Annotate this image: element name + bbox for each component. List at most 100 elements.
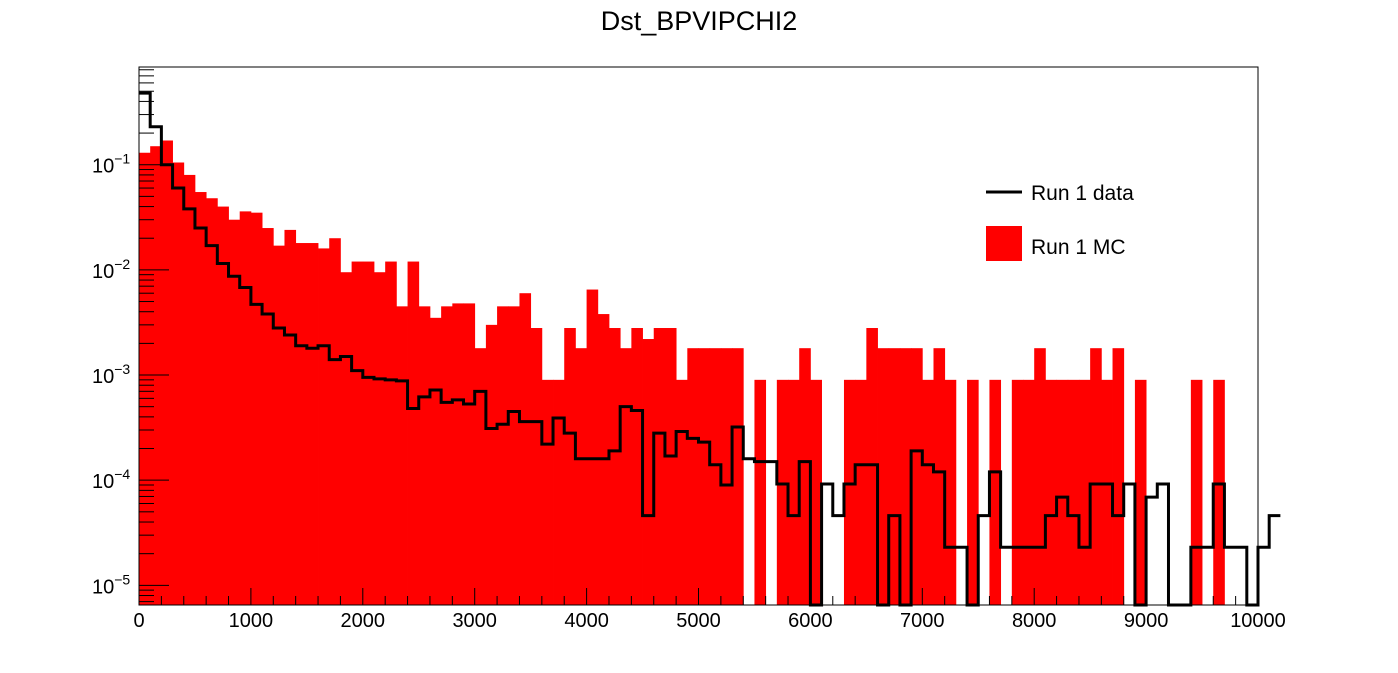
mc-bar [843, 379, 856, 605]
mc-bar [698, 348, 711, 605]
mc-series-bars [139, 140, 1225, 606]
mc-bar [732, 348, 744, 605]
mc-bar [250, 212, 263, 605]
mc-bar [676, 379, 688, 605]
mc-bar [474, 348, 487, 605]
x-tick-label: 9000 [1124, 610, 1169, 632]
mc-bar [463, 303, 476, 605]
mc-bar [1190, 379, 1203, 605]
y-axis-ticks: 10−5 10−4 10−3 10−2 10−1 [92, 69, 169, 603]
mc-bar [631, 328, 643, 605]
mc-bar [664, 328, 677, 605]
mc-bar [933, 348, 946, 605]
mc-bar [1011, 379, 1024, 605]
mc-bar [485, 324, 498, 605]
mc-bar [541, 379, 554, 605]
mc-bar [407, 261, 420, 605]
y-tick-label: 10−4 [92, 466, 130, 493]
mc-bar [497, 306, 509, 605]
data-step-line [139, 91, 1281, 607]
mc-bar [217, 206, 229, 605]
mc-bar [911, 348, 923, 605]
mc-bar [194, 192, 207, 606]
mc-bar [239, 211, 252, 605]
mc-bar [429, 317, 442, 605]
x-tick-label: 3000 [452, 610, 497, 632]
mc-bar [709, 348, 722, 605]
mc-bar [284, 229, 297, 605]
mc-bar [754, 379, 767, 605]
mc-bar [273, 245, 285, 605]
mc-bar [385, 261, 397, 605]
mc-bar [318, 248, 330, 606]
x-tick-label: 10000 [1230, 610, 1286, 632]
x-tick-label: 2000 [341, 610, 386, 632]
mc-bar [1078, 379, 1091, 605]
y-tick-label: 10−3 [92, 361, 130, 388]
mc-bar [351, 261, 364, 605]
x-axis-ticks: 0 1000 2000 3000 4000 5000 6000 7000 8000 9000 100… [133, 588, 1286, 632]
mc-bar [183, 174, 196, 605]
x-tick-label: 5000 [676, 610, 721, 632]
mc-bar [1056, 379, 1069, 605]
mc-bar [586, 289, 599, 605]
mc-bar [564, 328, 576, 605]
x-tick-label: 6000 [788, 610, 833, 632]
mc-bar [877, 348, 890, 605]
mc-bar [944, 379, 957, 605]
mc-bar [620, 348, 632, 605]
mc-bar [608, 328, 621, 605]
legend-data-label: Run 1 data [1031, 182, 1134, 205]
y-tick-label: 10−5 [92, 571, 130, 598]
mc-bar [362, 261, 375, 605]
legend-mc-label: Run 1 MC [1031, 236, 1126, 259]
mc-bar [888, 348, 901, 605]
mc-bar [508, 306, 520, 605]
legend: Run 1 data Run 1 MC [986, 182, 1134, 261]
mc-bar [687, 348, 699, 605]
x-tick-label: 7000 [900, 610, 945, 632]
y-tick-label: 10−1 [92, 151, 130, 178]
chart-title: Dst_BPVIPCHI2 [600, 6, 798, 36]
mc-bar [262, 228, 274, 605]
mc-bar [206, 198, 218, 606]
mc-bar [575, 348, 587, 605]
mc-bar [967, 379, 979, 605]
mc-bar [150, 146, 162, 605]
mc-bar [989, 379, 1002, 605]
mc-bar [172, 162, 185, 605]
mc-bar [1067, 379, 1080, 605]
mc-bar [530, 328, 543, 605]
mc-bar [306, 243, 319, 605]
mc-bar [441, 306, 453, 605]
mc-bar [866, 328, 878, 605]
mc-bar [799, 348, 811, 605]
x-tick-label: 0 [133, 610, 144, 632]
x-tick-label: 1000 [229, 610, 274, 632]
mc-bar [899, 348, 912, 605]
mc-bar [139, 152, 151, 605]
mc-bar [922, 379, 934, 605]
mc-bar [418, 306, 431, 605]
mc-bar [373, 272, 386, 605]
mc-bar [720, 348, 733, 605]
mc-bar [642, 339, 655, 605]
mc-bar [396, 306, 408, 605]
mc-bar [1090, 348, 1102, 605]
mc-bar [1213, 379, 1225, 605]
mc-bar [1134, 379, 1147, 605]
mc-bar [1034, 348, 1046, 605]
mc-bar [776, 379, 789, 605]
mc-bar [519, 293, 532, 605]
x-tick-label: 4000 [564, 610, 609, 632]
mc-bar [1045, 379, 1057, 605]
mc-bar [161, 140, 173, 605]
mc-bar [452, 303, 464, 605]
mc-bar [553, 379, 565, 605]
x-tick-label: 8000 [1012, 610, 1057, 632]
mc-bar [788, 379, 800, 605]
mc-bar [855, 379, 867, 605]
mc-bar [1023, 379, 1035, 605]
mc-bar [1101, 379, 1113, 605]
